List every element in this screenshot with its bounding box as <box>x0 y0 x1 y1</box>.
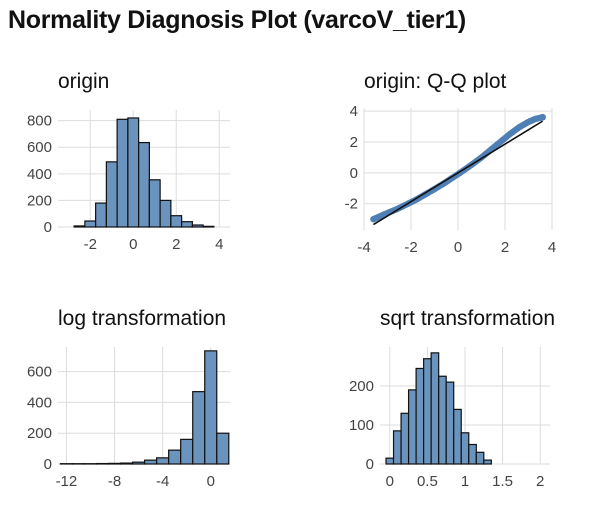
histogram-bar <box>96 203 107 227</box>
x-tick-label: -12 <box>56 473 78 490</box>
x-tick-label: 0 <box>454 239 462 256</box>
panel-2: origin: Q-Q plot -4 -2 0 2 4 -2 0 2 4 <box>345 70 557 256</box>
histogram-bar <box>133 462 145 464</box>
x-tick-label: 2 <box>536 473 544 490</box>
histogram-bar <box>192 225 203 227</box>
histogram-bar <box>181 439 193 464</box>
x-tick-label: 1.5 <box>492 473 513 490</box>
y-tick-label: 400 <box>27 394 52 411</box>
y-tick-label: 4 <box>350 103 358 120</box>
histogram-bar <box>169 450 181 464</box>
x-tick-label: -2 <box>404 239 417 256</box>
y-tick-label: 2 <box>350 134 358 151</box>
histogram-bar <box>217 433 229 464</box>
histogram-bar <box>117 119 128 227</box>
histogram-bar <box>401 413 409 464</box>
y-tick-label: 200 <box>27 425 52 442</box>
histogram-bar <box>149 180 160 227</box>
x-tick-label: 2 <box>501 239 509 256</box>
histogram-bar <box>193 392 205 464</box>
y-tick-label: 0 <box>366 456 374 473</box>
histogram-bar <box>476 452 484 464</box>
x-tick-label: 0 <box>386 473 394 490</box>
histogram-bar <box>85 221 96 227</box>
x-tick-label: -4 <box>156 473 169 490</box>
histogram-bar <box>139 143 150 227</box>
y-tick-label: 100 <box>349 417 374 434</box>
x-tick-label: 1 <box>461 473 469 490</box>
histogram-bar <box>409 390 417 464</box>
panel-subtitle: sqrt transformation <box>380 307 555 330</box>
x-tick-label: 0 <box>129 236 137 253</box>
histogram-bar <box>454 409 462 464</box>
panel-subtitle: log transformation <box>58 307 226 330</box>
histogram-bar <box>128 118 139 227</box>
y-tick-label: 0 <box>350 165 358 182</box>
histogram-bar <box>157 458 169 464</box>
x-tick-label: 0.5 <box>417 473 438 490</box>
x-tick-label: 4 <box>548 239 556 256</box>
histogram-bar <box>109 463 121 464</box>
histogram-bar <box>446 382 454 464</box>
histogram-bar <box>205 351 217 464</box>
panel-1: origin -2 0 2 4 0 200 400 600 800 <box>27 70 230 253</box>
histogram-bar <box>416 368 424 464</box>
histogram-bar <box>171 216 182 227</box>
panel-4: sqrt transformation 0 0.5 1 1.5 2 0 100 200 <box>349 307 555 490</box>
x-tick-label: -2 <box>84 236 97 253</box>
x-tick-label: 0 <box>207 473 215 490</box>
panel-subtitle: origin: Q-Q plot <box>364 70 507 93</box>
figure-title: Normality Diagnosis Plot (varcoV_tier1) <box>8 6 466 35</box>
histogram-bar <box>203 226 214 227</box>
panel-subtitle: origin <box>58 70 109 93</box>
y-tick-label: 200 <box>349 378 374 395</box>
histogram-bar <box>160 200 171 227</box>
y-tick-label: -2 <box>345 196 358 213</box>
histogram-bar <box>431 353 439 464</box>
histogram-bar <box>439 376 447 464</box>
histogram-bar <box>469 445 477 465</box>
x-tick-label: -8 <box>108 473 121 490</box>
y-tick-label: 400 <box>27 166 52 183</box>
histogram-bar <box>386 458 394 464</box>
histogram-bar <box>182 222 193 227</box>
histogram-bar <box>424 359 432 464</box>
histogram-bar <box>461 433 469 464</box>
histogram-bar <box>145 460 157 464</box>
histogram-bar <box>74 226 85 227</box>
histogram-bar <box>394 431 402 464</box>
x-tick-label: 2 <box>172 236 180 253</box>
y-tick-label: 600 <box>27 364 52 381</box>
qq-point <box>539 114 546 121</box>
x-tick-label: 4 <box>215 236 223 253</box>
y-tick-label: 0 <box>44 219 52 236</box>
panel-3: log transformation -12 -8 -4 0 0 200 400 600 <box>27 307 230 490</box>
y-tick-label: 200 <box>27 192 52 209</box>
y-tick-label: 600 <box>27 139 52 156</box>
histogram-bar <box>106 162 117 227</box>
histogram-bar <box>121 463 133 464</box>
y-tick-label: 800 <box>27 113 52 130</box>
y-tick-label: 0 <box>44 456 52 473</box>
x-tick-label: -4 <box>357 239 370 256</box>
histogram-bar <box>484 460 492 464</box>
